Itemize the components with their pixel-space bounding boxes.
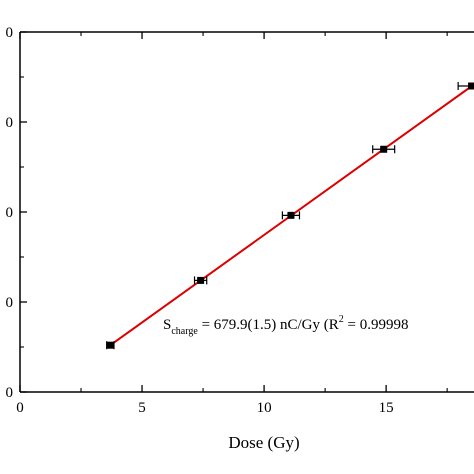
plot-area <box>106 82 474 350</box>
data-point <box>457 82 474 90</box>
data-marker <box>468 82 474 90</box>
x-tick-label: 15 <box>379 400 394 416</box>
annotation-s: S <box>163 317 171 333</box>
annotation-s-rest: = 679.9(1.5) nC/Gy (R <box>198 317 339 333</box>
y-tick-label: 0 <box>6 205 14 221</box>
axes <box>19 31 474 393</box>
data-marker <box>380 145 388 153</box>
data-point <box>281 211 301 220</box>
annotation-s-subscript: charge <box>171 326 198 337</box>
annotation-r-rest: = 0.99998 <box>344 317 409 333</box>
fit-annotation: Scharge = 679.9(1.5) nC/Gy (R2 = 0.99998 <box>163 314 409 337</box>
data-marker <box>287 211 295 219</box>
annotation-r-superscript: 2 <box>339 314 344 325</box>
data-point <box>193 276 208 285</box>
data-point <box>106 341 115 350</box>
x-tick-label: 0 <box>16 400 24 416</box>
data-point <box>372 145 396 154</box>
y-tick-label: 0 <box>6 25 14 41</box>
data-points-layer <box>106 82 474 350</box>
y-tick-label: 0 <box>6 295 14 311</box>
y-tick-label: 0 <box>6 385 14 401</box>
x-axis-title: Dose (Gy) <box>228 433 299 452</box>
data-marker <box>106 341 114 349</box>
data-marker <box>197 276 205 284</box>
ticks <box>19 31 448 393</box>
x-tick-label: 10 <box>257 400 272 416</box>
y-tick-label: 0 <box>6 115 14 131</box>
x-tick-label: 5 <box>138 400 146 416</box>
